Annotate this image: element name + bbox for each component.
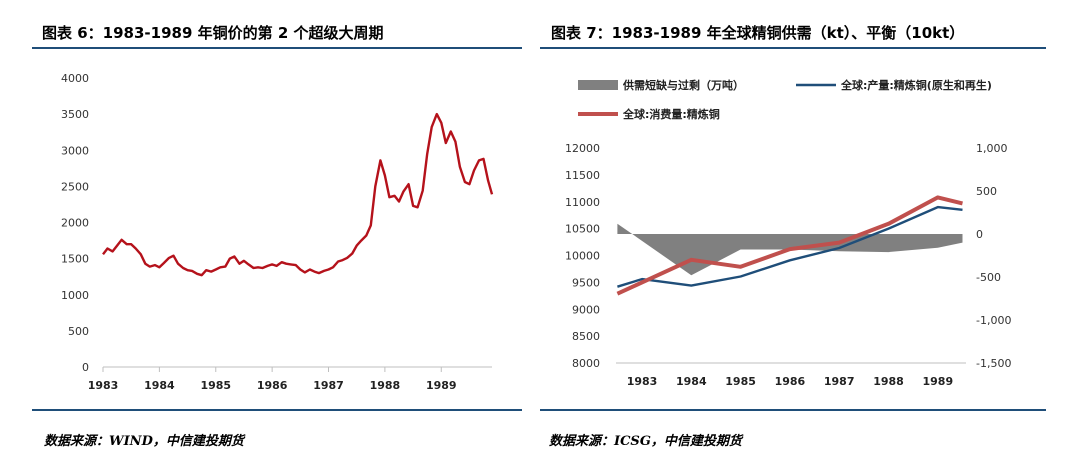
left-x-tick-label: 1987 — [313, 379, 344, 392]
left-y-tick-label: 0 — [82, 361, 89, 374]
right-left-y-tick-label: 11000 — [565, 196, 600, 209]
right-x-tick-label: 1986 — [775, 375, 806, 388]
right-right-y-tick-label: 0 — [976, 228, 983, 241]
left-y-tick-label: 2000 — [61, 217, 89, 230]
right-left-y-tick-label: 10500 — [565, 223, 600, 236]
legend-balance-swatch — [578, 80, 618, 90]
right-right-y-tick-label: -1,500 — [976, 357, 1011, 370]
right-x-tick-label: 1983 — [627, 375, 658, 388]
left-x-tick-label: 1986 — [257, 379, 288, 392]
left-y-tick-label: 3000 — [61, 144, 89, 157]
left-price-line — [102, 112, 494, 277]
header-rule-left — [32, 47, 522, 49]
right-x-tick-label: 1987 — [824, 375, 855, 388]
right-x-tick-label: 1989 — [922, 375, 953, 388]
left-x-tick-label: 1985 — [200, 379, 231, 392]
right-left-y-tick-label: 9500 — [572, 276, 600, 289]
legend-label: 全球:消费量:精炼铜 — [622, 107, 720, 121]
left-source-note: 数据来源：WIND，中信建投期货 — [44, 434, 244, 449]
left-y-tick-label: 3500 — [61, 108, 89, 121]
left-x-tick-label: 1983 — [88, 379, 119, 392]
right-source-note: 数据来源：ICSG，中信建投期货 — [549, 434, 742, 449]
right-right-y-tick-label: -500 — [976, 271, 1001, 284]
right-x-tick-label: 1985 — [725, 375, 756, 388]
right-consumption-line — [616, 195, 963, 296]
right-left-y-tick-label: 8000 — [572, 357, 600, 370]
right-right-y-tick-label: -1,000 — [976, 314, 1011, 327]
left-y-tick-label: 1500 — [61, 253, 89, 266]
left-y-tick-label: 4000 — [61, 72, 89, 85]
right-right-y-tick-label: 500 — [976, 185, 997, 198]
right-left-y-tick-label: 9000 — [572, 303, 600, 316]
left-x-tick-label: 1989 — [426, 379, 457, 392]
left-y-tick-label: 1000 — [61, 289, 89, 302]
right-left-y-tick-label: 12000 — [565, 142, 600, 155]
left-chart-title: 图表 6：1983-1989 年铜价的第 2 个超级大周期 — [42, 24, 384, 42]
footer-rule-left — [32, 409, 522, 411]
footer-rule-right — [540, 409, 1046, 411]
left-y-tick-label: 500 — [68, 325, 89, 338]
legend-label: 全球:产量:精炼铜(原生和再生) — [840, 78, 992, 92]
legend-label: 供需短缺与过剩（万吨） — [622, 78, 744, 92]
right-chart-title: 图表 7：1983-1989 年全球精铜供需（kt）、平衡（10kt） — [551, 24, 965, 42]
left-y-tick-label: 2500 — [61, 180, 89, 193]
right-right-y-tick-label: 1,000 — [976, 142, 1008, 155]
right-x-tick-label: 1988 — [873, 375, 904, 388]
right-left-y-tick-label: 11500 — [565, 169, 600, 182]
left-x-tick-label: 1988 — [370, 379, 401, 392]
right-production-line — [617, 205, 963, 288]
right-x-tick-label: 1984 — [676, 375, 707, 388]
header-rule-right — [540, 47, 1046, 49]
right-left-y-tick-label: 10000 — [565, 250, 600, 263]
right-left-y-tick-label: 8500 — [572, 330, 600, 343]
left-x-tick-label: 1984 — [144, 379, 175, 392]
